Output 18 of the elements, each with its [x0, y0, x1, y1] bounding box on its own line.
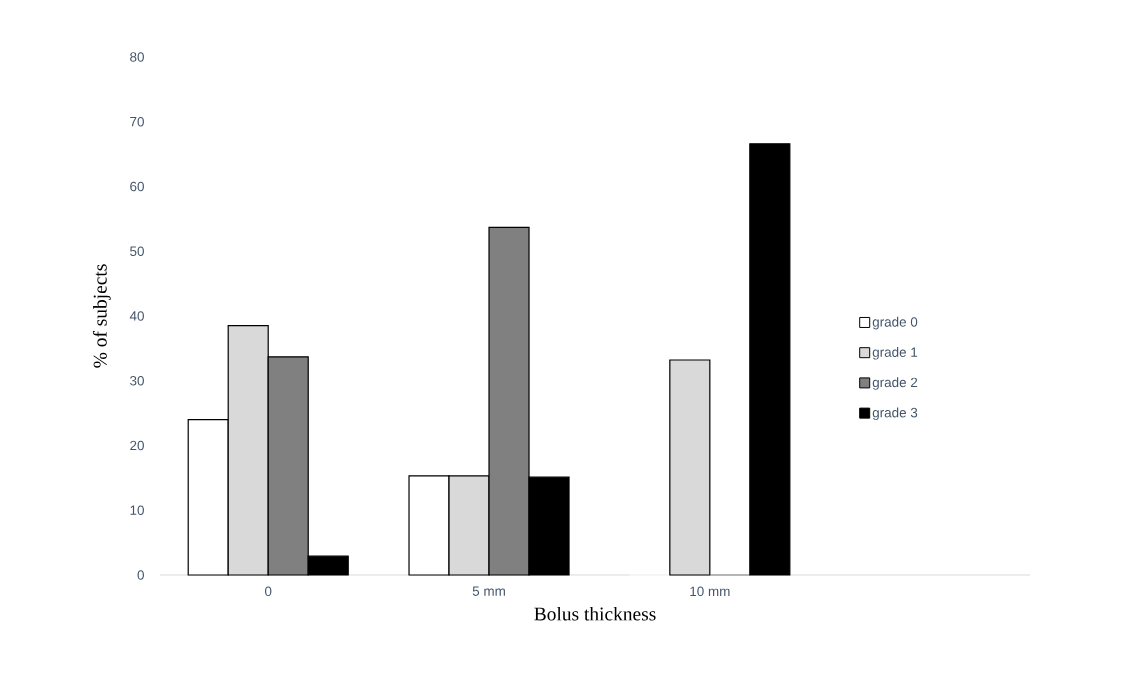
- legend-label: grade 2: [872, 377, 918, 390]
- y-tick-label: 0: [137, 570, 144, 580]
- y-tick-label: 10: [130, 505, 144, 515]
- legend-label: grade 0: [872, 316, 918, 330]
- y-tick-label: 20: [130, 440, 144, 451]
- x-tick-label: 10 mm: [690, 586, 730, 597]
- y-tick-label: 30: [130, 375, 144, 386]
- legend-label: grade 1: [872, 347, 918, 360]
- x-axis-title: Bolus thickness: [534, 606, 656, 621]
- y-tick-label: 70: [130, 116, 144, 127]
- y-tick-label: 40: [129, 311, 144, 321]
- y-tick-label: 80: [130, 52, 144, 62]
- y-tick-label: 60: [130, 181, 144, 192]
- x-tick-label: 5 mm: [472, 586, 505, 596]
- y-axis-title: % of subjects: [92, 264, 111, 368]
- x-tick-label: 0: [265, 586, 272, 597]
- legend-label: grade 3: [872, 407, 918, 421]
- y-tick-label: 50: [130, 246, 144, 256]
